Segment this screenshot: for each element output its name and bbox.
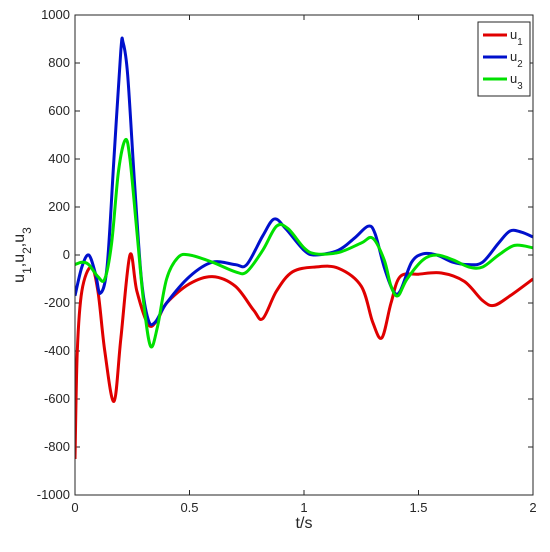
x-axis-label: t/s xyxy=(296,515,313,532)
x-tick-label: 0.5 xyxy=(180,500,198,515)
y-tick-label: -200 xyxy=(44,295,70,310)
series-line xyxy=(75,252,533,460)
y-tick-label: 1000 xyxy=(41,7,70,22)
x-tick-label: 1 xyxy=(300,500,307,515)
y-tick-label: 600 xyxy=(48,103,70,118)
legend-label: u2 xyxy=(510,49,523,70)
y-tick-label: -600 xyxy=(44,391,70,406)
y-tick-label: 400 xyxy=(48,151,70,166)
y-tick-label: -800 xyxy=(44,439,70,454)
y-tick-label: 200 xyxy=(48,199,70,214)
y-tick-label: -400 xyxy=(44,343,70,358)
plot-frame xyxy=(74,14,534,496)
y-axis-label: u1,u2,u3 xyxy=(11,227,34,283)
legend-label: u1 xyxy=(510,27,523,48)
x-tick-label: 1.5 xyxy=(409,500,427,515)
plot-area xyxy=(75,15,533,495)
y-tick-label: 800 xyxy=(48,55,70,70)
x-tick-label: 0 xyxy=(71,500,78,515)
series-line xyxy=(75,137,533,349)
x-tick-label: 2 xyxy=(529,500,536,515)
y-tick-label: 0 xyxy=(63,247,70,262)
legend-label: u3 xyxy=(510,71,523,92)
y-tick-label: -1000 xyxy=(37,487,70,502)
